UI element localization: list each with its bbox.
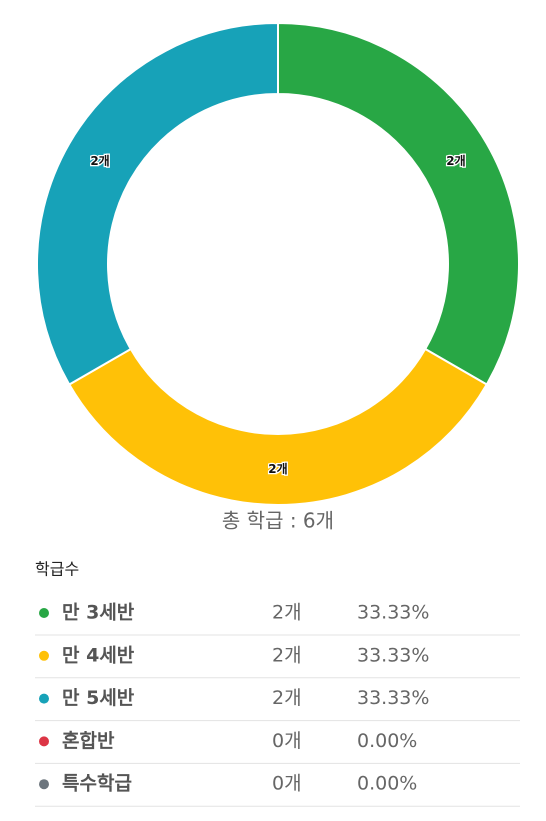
legend-value: 0개 [272,773,302,795]
total-label: 총 학급 : 6개 [222,509,334,533]
legend-dot [39,736,49,747]
slice-label: 2개 [446,154,465,168]
donut-slice [36,21,279,386]
legend-value: 2개 [272,644,302,666]
legend-title: 학급수 [35,560,79,579]
legend-share: 0.00% [357,773,417,795]
legend-name: 만 4세반 [62,644,135,666]
legend-dot [39,693,49,704]
legend-value: 2개 [272,602,302,624]
legend-name: 특수학급 [62,773,132,795]
legend-name: 만 3세반 [62,602,135,624]
legend-name: 혼합반 [62,729,115,752]
legend-share: 33.33% [357,644,429,666]
legend-value: 0개 [272,730,302,752]
legend-share: 33.33% [357,687,429,709]
legend-dot [39,650,49,661]
legend-dot [39,779,49,790]
legend-share: 33.33% [357,602,429,624]
legend-dot [39,608,49,618]
legend-share: 0.00% [357,730,417,752]
slice-label: 2개 [90,154,109,168]
donut-slice [277,21,520,386]
slice-label: 2개 [268,462,287,476]
legend-value: 2개 [272,687,302,709]
legend-name: 만 5세반 [62,687,135,709]
donut-slice [67,347,489,506]
